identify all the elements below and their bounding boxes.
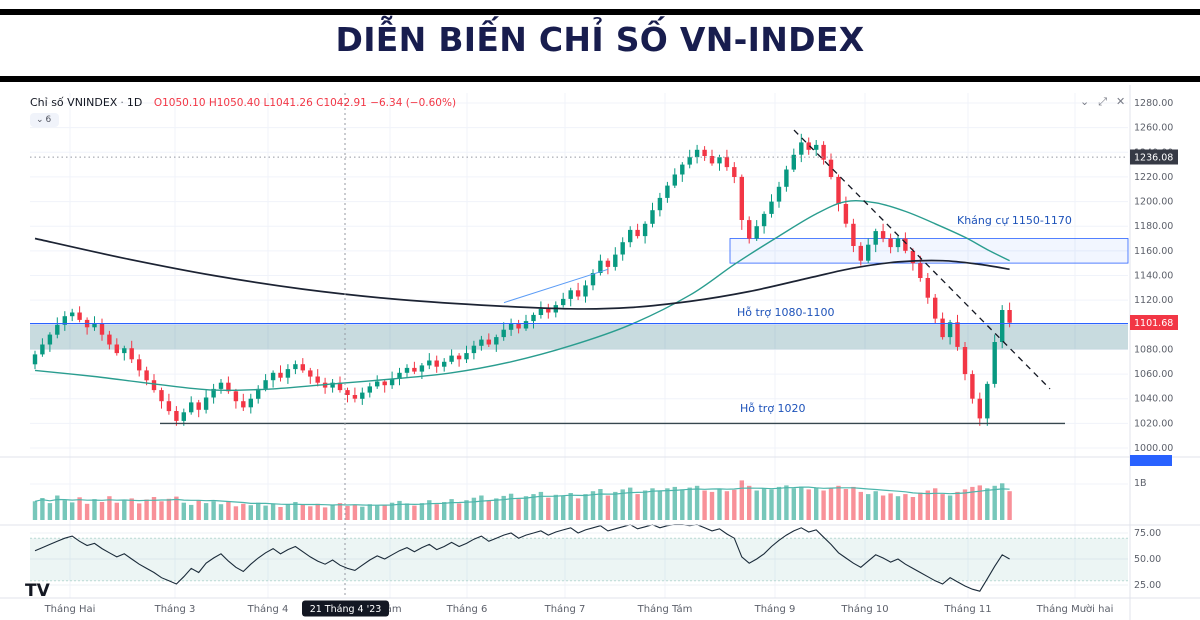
volume-pane-badge	[1130, 455, 1172, 466]
symbol-name: Chỉ số VNINDEX	[30, 96, 118, 109]
symbol-legend[interactable]: Chỉ số VNINDEX · 1D O1050.10 H1050.40 L104…	[30, 96, 456, 109]
svg-text:Tháng Tám: Tháng Tám	[637, 603, 693, 615]
interval-label: 1D	[126, 96, 143, 109]
svg-text:Năm: Năm	[378, 604, 401, 615]
svg-text:1140.00: 1140.00	[1134, 271, 1173, 282]
svg-text:Tháng 11: Tháng 11	[943, 603, 991, 615]
svg-text:1020.00: 1020.00	[1134, 418, 1173, 429]
support-line-label: Hỗ trợ 1020	[740, 402, 806, 415]
crosshair-time-tooltip: 21 Tháng 4 '23	[302, 600, 389, 617]
tradingview-logo[interactable]: TV	[25, 581, 51, 601]
svg-text:Tháng 9: Tháng 9	[754, 603, 796, 615]
rsi-axis-label-25: 25.00	[1134, 580, 1161, 591]
time-axis[interactable]: Tháng Hai Tháng 3 Tháng 4 Năm Tháng 6 Tháng 7…	[44, 603, 1114, 615]
price-badge-last: 1101.68	[1130, 315, 1178, 330]
chart-canvas[interactable]: 1280.001260.001240.001220.001200.001180.…	[0, 85, 1200, 620]
svg-text:1180.00: 1180.00	[1134, 221, 1173, 232]
ohlc-values: O1050.10 H1050.40 L1041.26 C1042.91 −6.3…	[153, 97, 457, 109]
resistance-label: Kháng cự 1150-1170	[957, 214, 1072, 227]
rsi-pane	[30, 524, 1128, 592]
svg-text:1060.00: 1060.00	[1134, 369, 1173, 380]
collapse-pane-icon[interactable]: ⌄	[1080, 95, 1090, 108]
ma-slow-line	[34, 237, 1010, 310]
close-pane-icon[interactable]: ✕	[1116, 95, 1126, 108]
svg-text:Tháng 6: Tháng 6	[446, 603, 488, 615]
last-price-value: 1101.68	[1134, 318, 1173, 329]
title-banner: DIỄN BIẾN CHỈ SỐ VN-INDEX	[0, 0, 1200, 85]
maximize-pane-icon[interactable]: ⤢	[1098, 95, 1108, 108]
volume-axis[interactable]: 1B	[1134, 478, 1147, 489]
ma-fast-line	[34, 200, 1010, 392]
crosshair-date: 21 Tháng 4 '23	[310, 604, 382, 615]
svg-text:Tháng 4: Tháng 4	[247, 603, 289, 615]
rsi-axis[interactable]: 75.00 50.00 25.00	[1134, 528, 1161, 591]
volume-series	[32, 480, 1012, 520]
svg-text:Tháng 3: Tháng 3	[154, 603, 196, 615]
legend-separator: ·	[120, 96, 124, 109]
svg-text:1260.00: 1260.00	[1134, 123, 1173, 134]
trend-lines	[30, 129, 1128, 425]
svg-text:Tháng Mười hai: Tháng Mười hai	[1036, 603, 1114, 615]
grid-lines	[30, 93, 1128, 598]
collapse-count: 6	[45, 115, 52, 125]
bottom-rule	[0, 76, 1200, 82]
svg-text:1000.00: 1000.00	[1134, 443, 1173, 454]
rsi-axis-label-50: 50.00	[1134, 554, 1161, 565]
svg-text:Tháng 7: Tháng 7	[544, 603, 586, 615]
top-rule	[0, 9, 1200, 15]
rsi-axis-label-75: 75.00	[1134, 528, 1161, 539]
svg-text:Tháng Hai: Tháng Hai	[44, 603, 96, 615]
chevron-down-icon: ⌄	[36, 115, 44, 125]
svg-text:1200.00: 1200.00	[1134, 197, 1173, 208]
svg-text:1040.00: 1040.00	[1134, 394, 1173, 405]
svg-text:1160.00: 1160.00	[1134, 246, 1173, 257]
trading-chart[interactable]: 1280.001260.001240.001220.001200.001180.…	[0, 85, 1200, 620]
svg-text:1120.00: 1120.00	[1134, 295, 1173, 306]
resistance-zone-box	[729, 238, 1129, 264]
volume-axis-label: 1B	[1134, 478, 1147, 489]
svg-text:1280.00: 1280.00	[1134, 98, 1173, 109]
legend-collapse-toggle[interactable]: ⌄ 6	[30, 113, 60, 127]
support-zone-band	[30, 324, 1128, 350]
svg-text:1220.00: 1220.00	[1134, 172, 1173, 183]
reference-price-value: 1236.08	[1134, 153, 1173, 164]
pane-separators	[0, 85, 1200, 620]
support-band-label: Hỗ trợ 1080-1100	[737, 306, 835, 319]
page-title: DIỄN BIẾN CHỈ SỐ VN-INDEX	[335, 20, 865, 59]
pane-controls: ⌄ ⤢ ✕	[1080, 95, 1125, 109]
svg-text:Tháng 10: Tháng 10	[840, 603, 888, 615]
price-badge-reference: 1236.08	[1130, 149, 1178, 165]
svg-text:1080.00: 1080.00	[1134, 344, 1173, 355]
